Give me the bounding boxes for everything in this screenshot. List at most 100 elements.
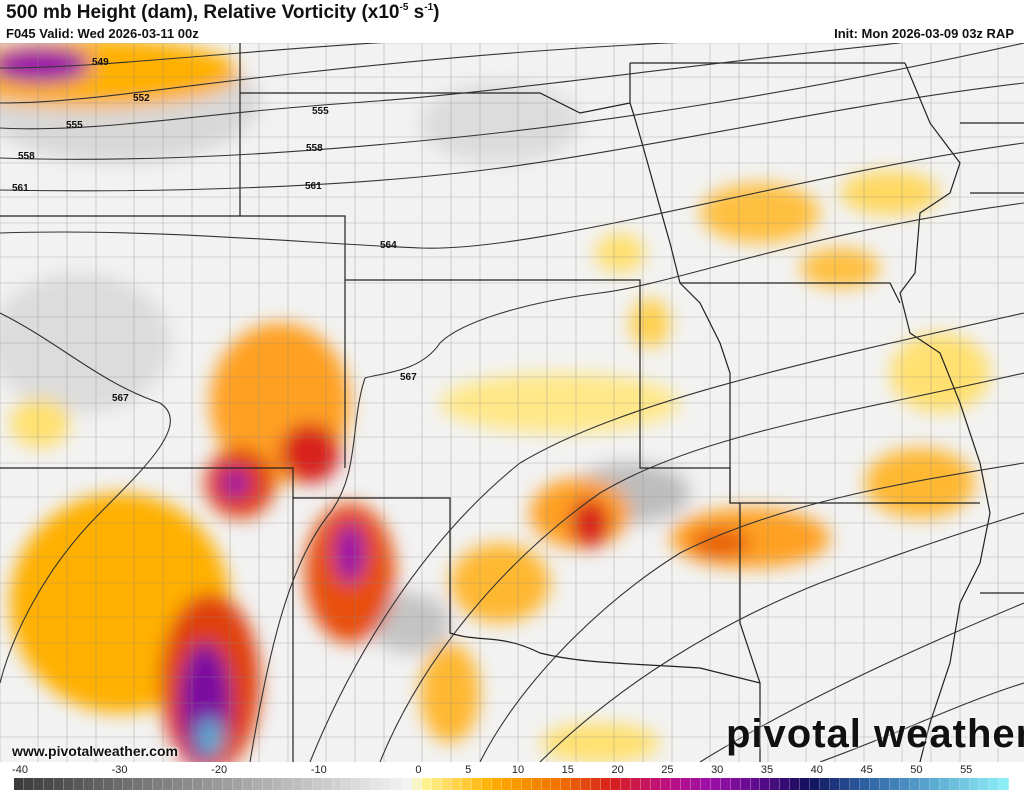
colorbar-cell — [501, 778, 512, 790]
colorbar-cell — [193, 778, 204, 790]
colorbar-cell — [700, 778, 711, 790]
colorbar-cell — [999, 778, 1010, 790]
colorbar-cell — [651, 778, 661, 790]
colorbar-tick-label: 25 — [661, 764, 674, 776]
colorbar-cell — [173, 778, 184, 790]
colorbar-labels: -40 -30 -20 -10 0 5 10 15 20 25 30 35 40 45 50 55 — [0, 764, 1024, 776]
valid-time: F045 Valid: Wed 2026-03-11 00z — [6, 26, 199, 41]
colorbar-cell — [790, 778, 801, 790]
colorbar-cell — [143, 778, 154, 790]
colorbar-cell — [163, 778, 174, 790]
colorbar-cell — [840, 778, 851, 790]
colorbar-cell — [252, 778, 263, 790]
height-contours — [0, 43, 1024, 762]
contour-label: 564 — [380, 240, 397, 251]
colorbar-cell — [292, 778, 303, 790]
colorbar-cell — [392, 778, 403, 790]
colorbar-cell — [262, 778, 273, 790]
colorbar-cell — [521, 778, 532, 790]
colorbar-cell — [760, 778, 771, 790]
colorbar-cell — [909, 778, 920, 790]
colorbar-cell — [402, 778, 413, 790]
colorbar-cell — [670, 778, 681, 790]
colorbar-cell — [491, 778, 502, 790]
colorbar-tick-label: -30 — [111, 764, 128, 776]
colorbar-cell — [103, 778, 114, 790]
colorbar-cell — [451, 778, 462, 790]
contour-label: 558 — [18, 151, 35, 162]
title-exponent: -1 — [424, 2, 434, 13]
colorbar-cell — [461, 778, 472, 790]
colorbar-cell — [93, 778, 104, 790]
contour-label: 558 — [306, 143, 323, 154]
colorbar-cell — [133, 778, 144, 790]
colorbar-cell — [979, 778, 990, 790]
contour-label: 552 — [133, 93, 150, 104]
map-title: 500 mb Height (dam), Relative Vorticity … — [6, 2, 440, 23]
colorbar-cell — [242, 778, 253, 790]
colorbar-cell — [362, 778, 373, 790]
colorbar-cell — [432, 778, 442, 790]
colorbar-cell — [820, 778, 831, 790]
colorbar-cell — [800, 778, 811, 790]
colorbar-cell — [123, 778, 134, 790]
colorbar-cell — [571, 778, 582, 790]
colorbar-tick-label: 35 — [760, 764, 774, 776]
colorbar-cell — [949, 778, 960, 790]
colorbar-cell — [481, 778, 492, 790]
colorbar-cell — [551, 778, 562, 790]
colorbar-tick-label: 5 — [465, 764, 472, 776]
colorbar-cell — [471, 778, 482, 790]
colorbar-cell — [581, 778, 592, 790]
colorbar-tick-label: 30 — [711, 764, 724, 776]
colorbar-cell — [591, 778, 602, 790]
colorbar-tick-label: 20 — [611, 764, 624, 776]
colorbar-cell — [810, 778, 821, 790]
colorbar-cell — [770, 778, 781, 790]
colorbar-cell — [730, 778, 741, 790]
colorbar-cell — [720, 778, 731, 790]
colorbar-cell — [601, 778, 612, 790]
contour-label: 555 — [66, 120, 83, 131]
colorbar-cell — [83, 778, 94, 790]
colorbar-cell — [680, 778, 691, 790]
pivotal-weather-logo: pivotal weather — [726, 712, 1024, 756]
colorbar-cell — [541, 778, 552, 790]
colorbar-cell — [750, 778, 761, 790]
colorbar-cell — [959, 778, 970, 790]
colorbar-cell — [342, 778, 353, 790]
colorbar — [14, 778, 1010, 790]
contour-label: 567 — [400, 372, 417, 383]
colorbar-tick-label: 50 — [910, 764, 923, 776]
watermark-url: www.pivotalweather.com — [12, 743, 178, 759]
state-borders — [0, 43, 1024, 762]
colorbar-tick-label: -10 — [310, 764, 327, 776]
colorbar-cell — [382, 778, 393, 790]
colorbar-tick-label: 15 — [561, 764, 574, 776]
weather-map[interactable]: 549 552 555 558 561 555 558 561 564 567 567 — [0, 43, 1024, 762]
colorbar-tick-label: 0 — [415, 764, 422, 776]
colorbar-cell — [63, 778, 74, 790]
colorbar-cell — [939, 778, 950, 790]
colorbar-tick-label: -20 — [211, 764, 228, 776]
colorbar-cell — [830, 778, 841, 790]
colorbar-cell — [561, 778, 572, 790]
colorbar-cell — [641, 778, 651, 790]
colorbar-cell — [621, 778, 632, 790]
colorbar-cell — [969, 778, 980, 790]
colorbar-cell — [33, 778, 44, 790]
colorbar-cell — [889, 778, 900, 790]
contour-label: 561 — [12, 183, 29, 194]
colorbar-cell — [153, 778, 164, 790]
colorbar-cell — [690, 778, 701, 790]
colorbar-tick-label: 45 — [860, 764, 873, 776]
colorbar-cell — [989, 778, 1000, 790]
title-exponent: -5 — [399, 2, 409, 13]
colorbar-cell — [850, 778, 861, 790]
colorbar-cell — [740, 778, 751, 790]
colorbar-cell — [43, 778, 54, 790]
colorbar-cell — [183, 778, 194, 790]
colorbar-cell — [660, 778, 671, 790]
colorbar-cell — [312, 778, 323, 790]
colorbar-cell — [322, 778, 333, 790]
